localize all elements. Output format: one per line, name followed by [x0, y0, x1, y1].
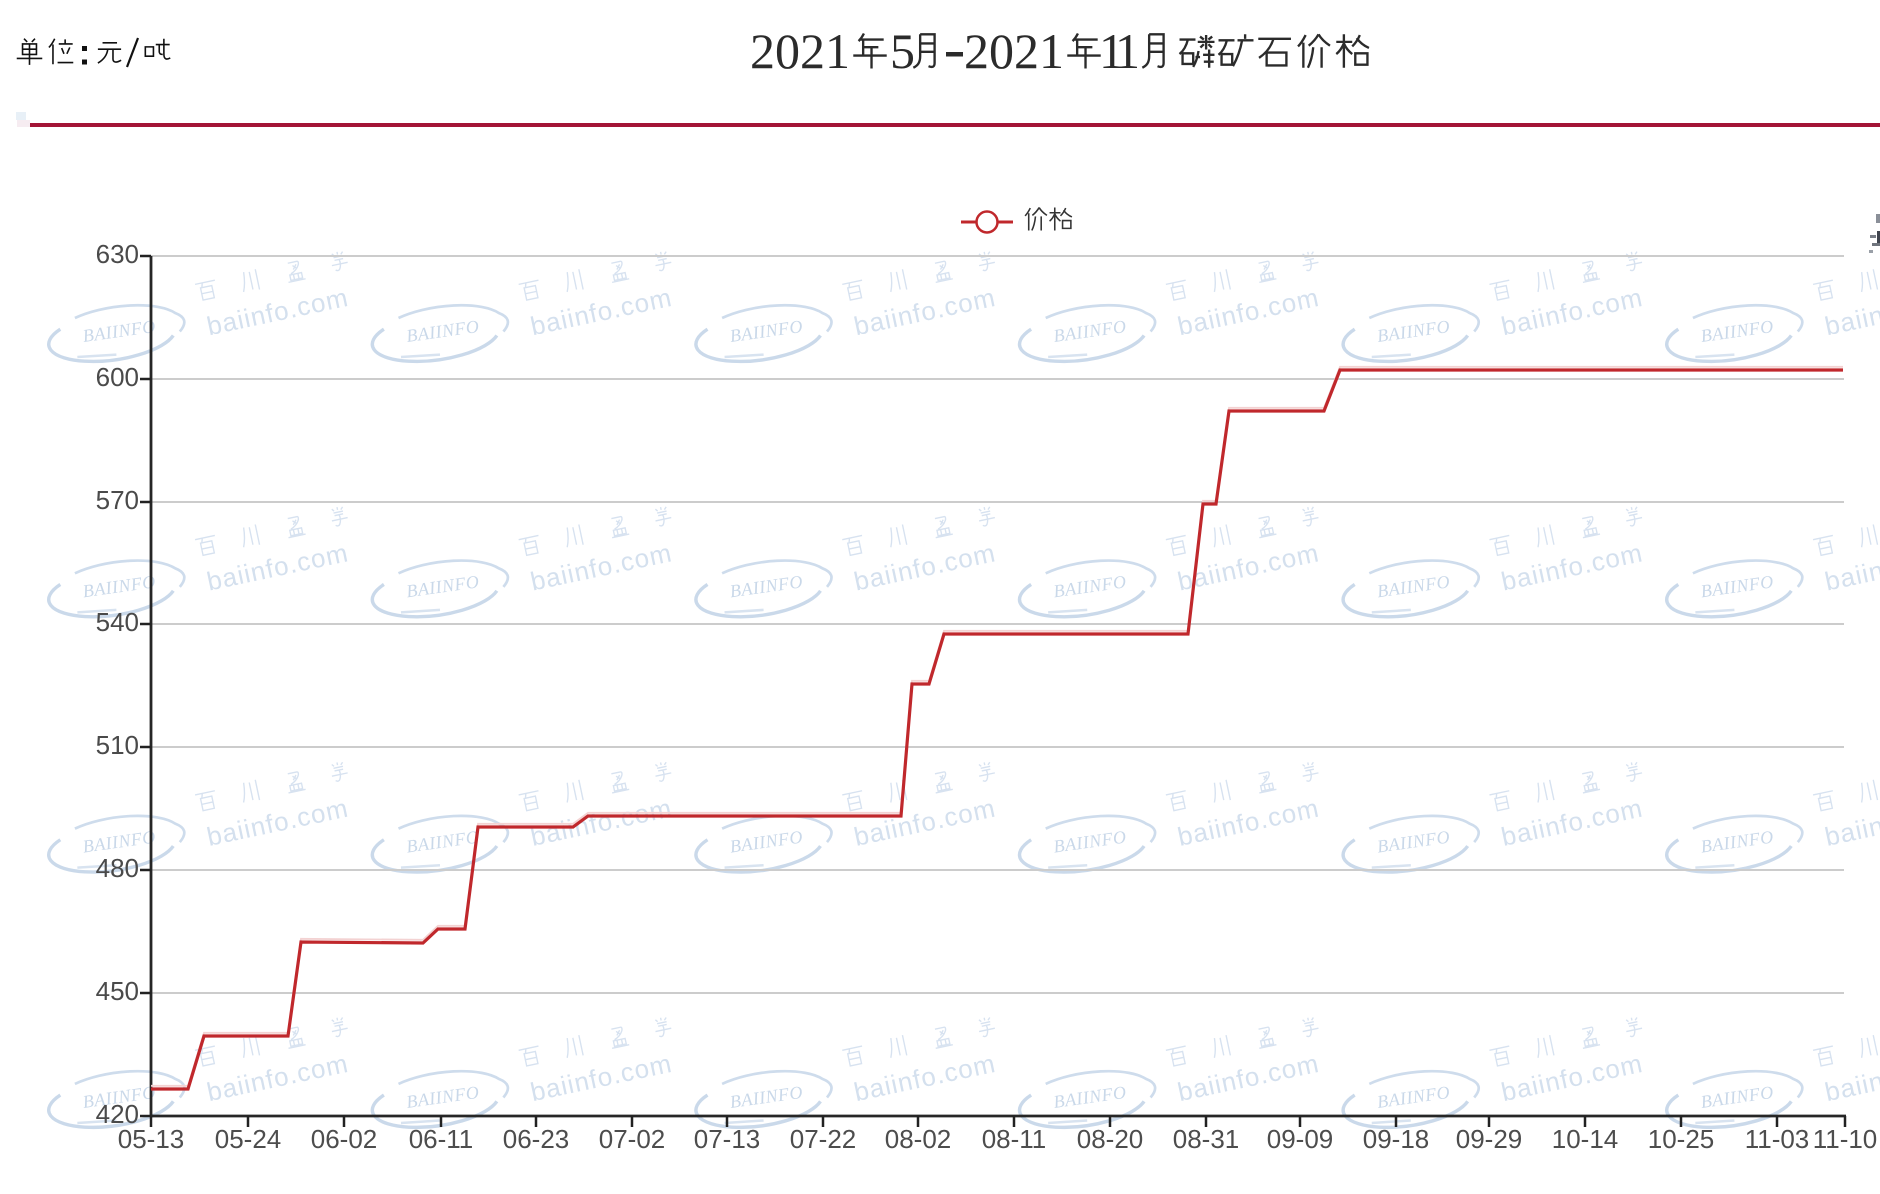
svg-text:08-20: 08-20 — [1077, 1124, 1144, 1154]
svg-text:1: 1 — [1115, 23, 1140, 79]
svg-text:420: 420 — [96, 1099, 139, 1129]
svg-text:480: 480 — [96, 853, 139, 883]
svg-text:05-24: 05-24 — [215, 1124, 282, 1154]
svg-text:06-23: 06-23 — [503, 1124, 570, 1154]
svg-text:10-14: 10-14 — [1552, 1124, 1619, 1154]
svg-text:07-02: 07-02 — [599, 1124, 666, 1154]
svg-text:2021: 2021 — [750, 23, 850, 79]
svg-text:600: 600 — [96, 362, 139, 392]
svg-text:06-02: 06-02 — [311, 1124, 378, 1154]
svg-text:09-18: 09-18 — [1363, 1124, 1430, 1154]
svg-text:09-09: 09-09 — [1267, 1124, 1334, 1154]
svg-text:07-13: 07-13 — [694, 1124, 761, 1154]
svg-text:10-25: 10-25 — [1648, 1124, 1715, 1154]
svg-text:450: 450 — [96, 976, 139, 1006]
svg-text:630: 630 — [96, 239, 139, 269]
svg-text:2021: 2021 — [964, 23, 1064, 79]
svg-text:08-11: 08-11 — [982, 1124, 1047, 1154]
svg-text:06-11: 06-11 — [409, 1124, 474, 1154]
svg-text:11-03: 11-03 — [1745, 1124, 1810, 1154]
svg-text:11-10: 11-10 — [1813, 1124, 1878, 1154]
svg-text:1: 1 — [1099, 23, 1124, 79]
svg-text:540: 540 — [96, 607, 139, 637]
svg-text:09-29: 09-29 — [1456, 1124, 1523, 1154]
svg-text:570: 570 — [96, 485, 139, 515]
svg-text:08-31: 08-31 — [1173, 1124, 1240, 1154]
svg-text:08-02: 08-02 — [885, 1124, 952, 1154]
svg-text:07-22: 07-22 — [790, 1124, 857, 1154]
svg-text:510: 510 — [96, 730, 139, 760]
svg-text:5: 5 — [890, 23, 915, 79]
svg-text:05-13: 05-13 — [118, 1124, 185, 1154]
